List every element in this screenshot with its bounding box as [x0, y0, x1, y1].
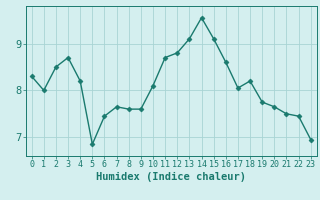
- X-axis label: Humidex (Indice chaleur): Humidex (Indice chaleur): [96, 172, 246, 182]
